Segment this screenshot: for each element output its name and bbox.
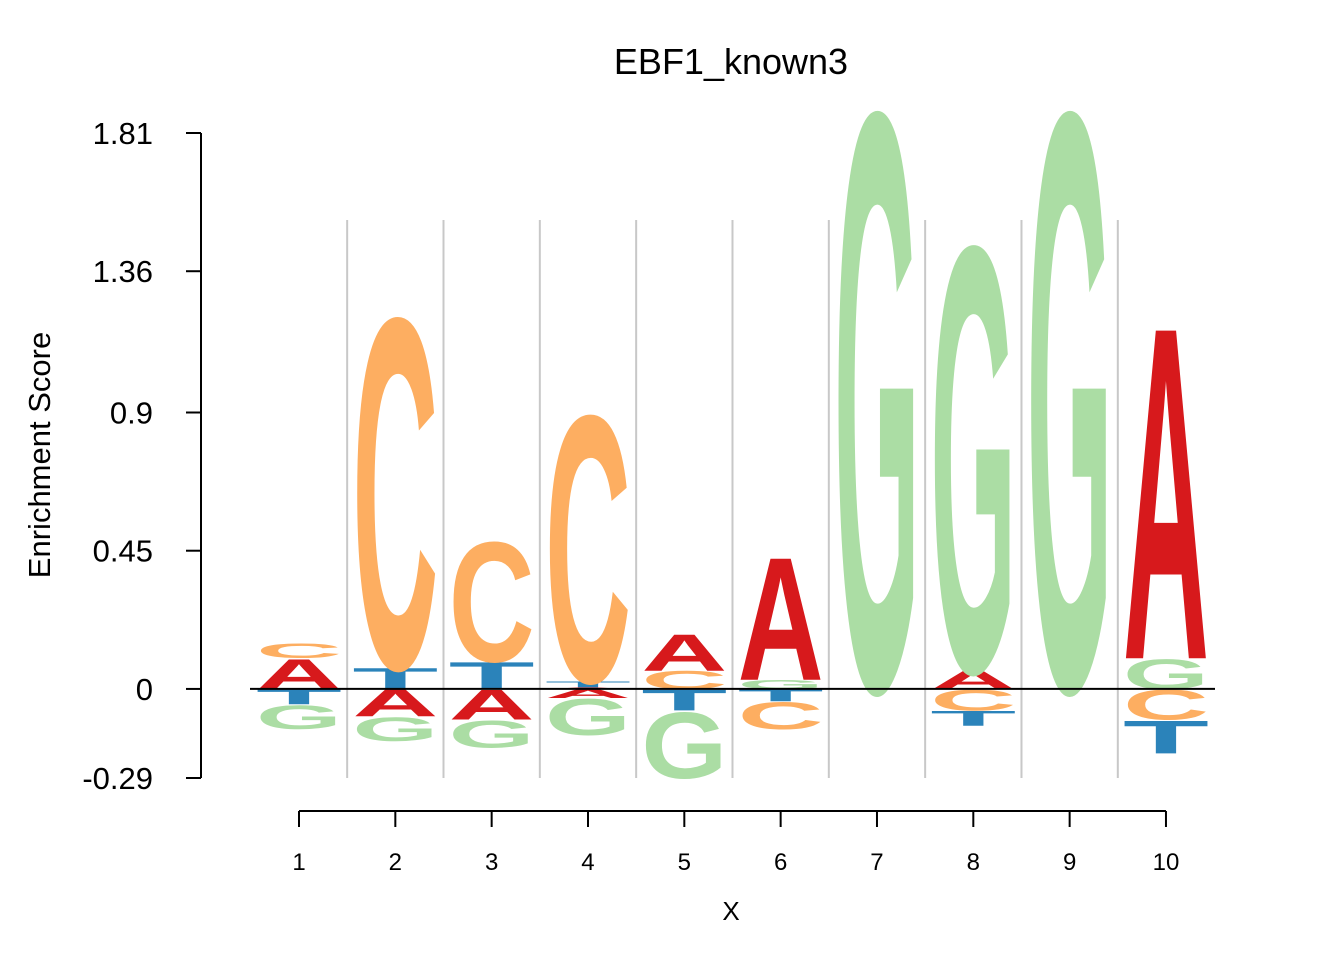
logo-letter-g: G — [930, 119, 1016, 799]
logo-letter-c: C — [256, 639, 342, 663]
y-tick-label: 1.36 — [93, 254, 153, 289]
x-tick-label: 9 — [1063, 849, 1076, 876]
logo-letter-c: C — [738, 694, 824, 737]
logo-letter-g: G — [1123, 650, 1209, 698]
x-tick-label: 8 — [967, 849, 980, 876]
logo-letter-a: A — [641, 624, 727, 681]
x-axis: 1 2 3 4 5 6 7 8 9 10 — [292, 810, 1180, 876]
logo-letter-c: C — [545, 336, 631, 763]
logo-letter-g: G — [834, 0, 920, 866]
x-tick-label: 5 — [678, 849, 691, 876]
logo-letter-t: T — [449, 654, 535, 697]
x-tick-label: 7 — [870, 849, 883, 876]
logo-letter-t: T — [545, 680, 631, 690]
logo-letters: ACTGTCAGTCAGATCAGCATGGATCGAGCTGGACT — [256, 0, 1209, 866]
x-tick-label: 2 — [389, 849, 402, 876]
logo-letter-a: A — [545, 686, 631, 700]
x-tick-label: 10 — [1153, 849, 1180, 876]
logo-letter-g: G — [352, 711, 438, 749]
logo-letter-a: A — [1123, 227, 1209, 759]
x-tick-label: 1 — [292, 849, 305, 876]
logo-letter-g: G — [1027, 0, 1113, 866]
position-separators — [346, 220, 1119, 778]
y-tick-label: 0.9 — [110, 396, 153, 431]
logo-letter-g: G — [545, 689, 631, 746]
y-axis-label: Enrichment Score — [22, 332, 57, 578]
logo-letter-t: T — [1123, 711, 1209, 764]
x-tick-label: 4 — [581, 849, 594, 876]
x-tick-label: 3 — [485, 849, 498, 876]
logo-letter-t: T — [256, 685, 342, 709]
chart-title: EBF1_known3 — [614, 41, 848, 82]
y-tick-label: 0 — [136, 672, 153, 707]
logo-letter-g: G — [641, 693, 727, 799]
logo-letter-g: G — [256, 698, 342, 736]
y-tick-label: -0.29 — [82, 761, 153, 796]
logo-letter-c: C — [449, 507, 535, 699]
logo-letter-t: T — [738, 686, 824, 705]
logo-letter-g: G — [449, 712, 535, 755]
x-tick-label: 6 — [774, 849, 787, 876]
logo-letter-t: T — [930, 707, 1016, 731]
y-tick-label: 0.45 — [93, 534, 153, 569]
logo-letter-a: A — [738, 520, 824, 717]
logo-letter-c: C — [352, 215, 438, 775]
y-axis: 1.81 1.36 0.9 0.45 0 -0.29 — [82, 116, 202, 796]
x-axis-label: X — [722, 896, 739, 926]
logo-letter-a: A — [256, 650, 342, 698]
y-tick-label: 1.81 — [93, 116, 153, 151]
